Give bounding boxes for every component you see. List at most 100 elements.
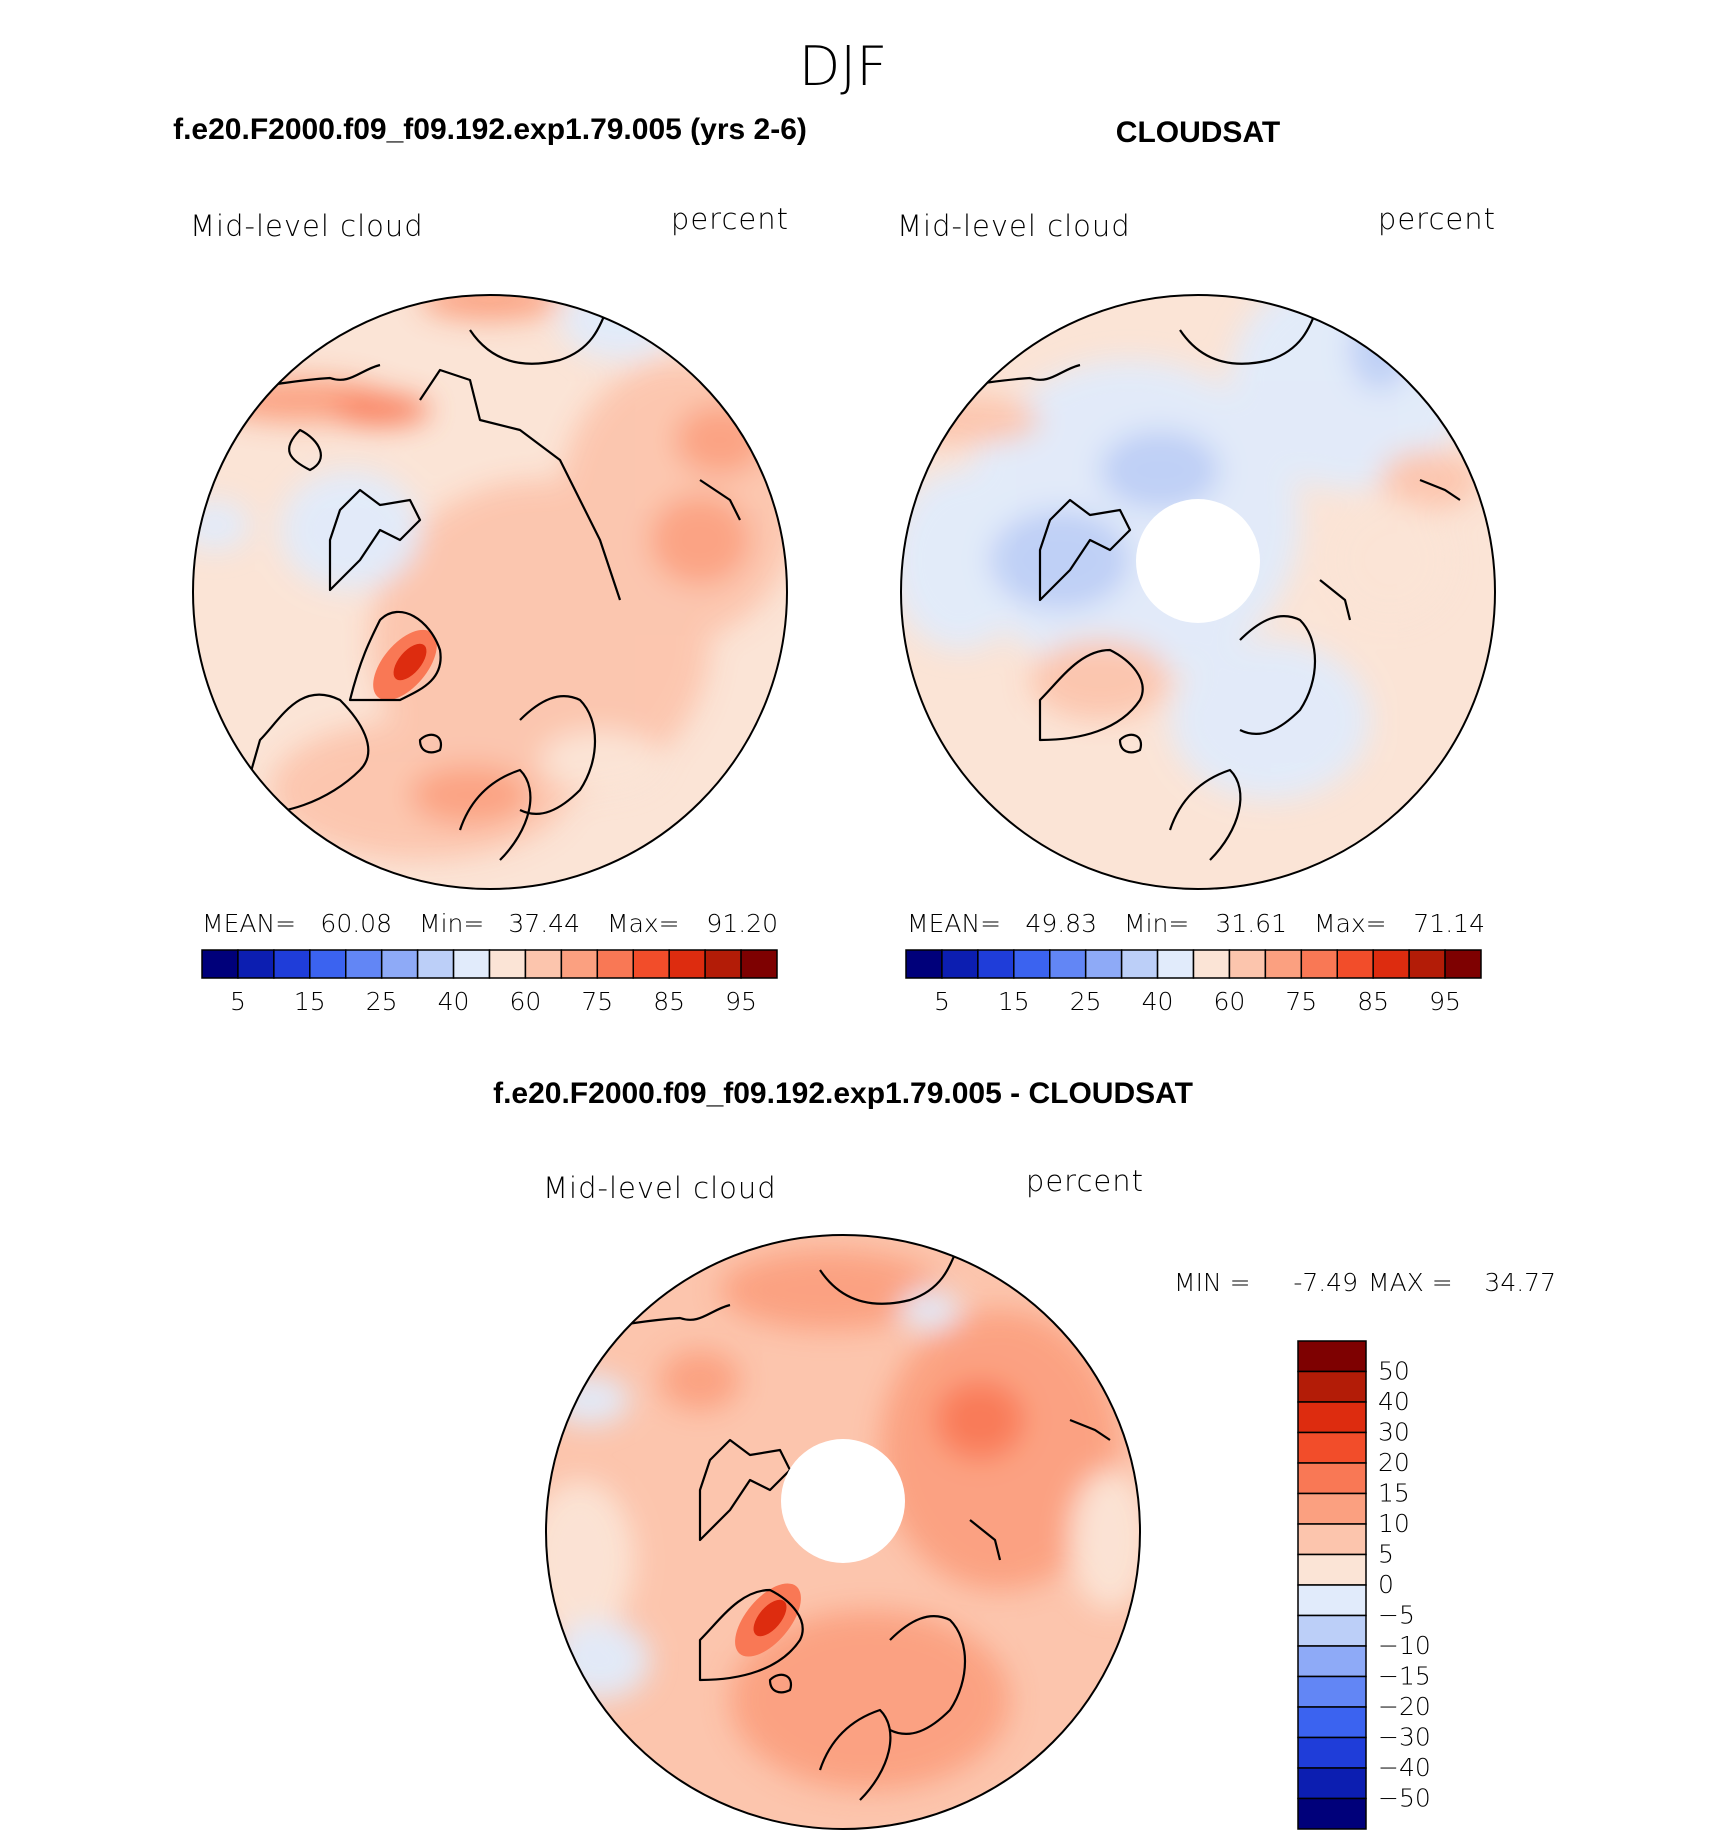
panel-c-max-label: MAX = xyxy=(1368,1268,1453,1297)
panel-b-colorbar-box xyxy=(905,949,943,979)
panel-a-colorbar-box xyxy=(237,949,275,979)
panel-c-left-label: Mid-level cloud xyxy=(543,1171,777,1205)
panel-b-coastline xyxy=(1419,478,1461,501)
panel-b-colorbar-box xyxy=(1049,949,1087,979)
panel-b-left-label: Mid-level cloud xyxy=(897,209,1131,243)
panel-b-contour-region xyxy=(1170,640,1370,800)
panel-b-max-value: 71.14 xyxy=(1413,909,1485,938)
panel-c-coastline xyxy=(1069,1418,1111,1441)
panel-c-map xyxy=(545,1234,1141,1830)
panel-b-contour-region xyxy=(901,470,1030,650)
panel-c-colorbar-tick-label: −15 xyxy=(1378,1662,1431,1691)
panel-b-colorbar-tick-label: 60 xyxy=(1214,987,1246,1016)
panel-b-colorbar-box xyxy=(1408,949,1446,979)
panel-b-coastline xyxy=(1168,768,1242,861)
panel-a-coastline xyxy=(469,299,612,365)
panel-b-contour-region xyxy=(1350,310,1410,390)
panel-c-min-label: MIN = xyxy=(1174,1268,1251,1297)
panel-c-colorbar-box xyxy=(1297,1492,1367,1525)
panel-c-coastline xyxy=(698,1438,792,1542)
panel-a-colorbar-box xyxy=(345,949,383,979)
panel-c-colorbar-box xyxy=(1297,1614,1367,1647)
panel-b-colorbar-box xyxy=(1156,949,1195,979)
panel-c-contour-region xyxy=(550,1375,630,1425)
panel-b-colorbar-box xyxy=(1300,949,1338,979)
panel-b-colorbar-tick-label: 75 xyxy=(1285,987,1317,1016)
panel-b-map-border xyxy=(900,294,1496,890)
panel-a-contour-region xyxy=(370,480,710,800)
panel-c-contour-region xyxy=(550,1620,650,1700)
panel-c-contour-region xyxy=(1070,1470,1140,1610)
panel-a-min-value: 37.44 xyxy=(508,909,580,938)
panel-c-colorbar-box xyxy=(1297,1797,1367,1830)
panel-a-max-label: Max= xyxy=(607,909,680,938)
panel-a-colorbar-box xyxy=(668,949,706,979)
panel-c-colorbar-box xyxy=(1297,1767,1367,1800)
panel-c-colorbar-box xyxy=(1297,1401,1367,1434)
panel-a-colorbar-tick-label: 40 xyxy=(438,987,470,1016)
panel-a-map xyxy=(192,294,788,890)
panel-b-coastline xyxy=(1239,615,1316,735)
panel-c-colorbar-tick-label: −10 xyxy=(1378,1631,1431,1660)
panel-c-contour-region xyxy=(660,1350,740,1410)
panel-c-colorbar-tick-label: 20 xyxy=(1378,1448,1410,1477)
panel-b-colorbar-tick-label: 40 xyxy=(1142,987,1174,1016)
panel-a-mean-label: MEAN= xyxy=(202,909,296,938)
panel-c-colorbar-tick-label: −50 xyxy=(1378,1784,1431,1813)
panel-a-colorbar-tick-label: 75 xyxy=(581,987,613,1016)
panel-a-colorbar-box xyxy=(632,949,670,979)
panel-b-min-value: 31.61 xyxy=(1215,909,1287,938)
panel-a-contour-region xyxy=(675,405,765,475)
panel-a-coastline xyxy=(519,695,596,815)
panel-b-colorbar-box xyxy=(1120,949,1159,979)
panel-a-colorbar-box xyxy=(273,949,311,979)
panel-c-right-label: percent xyxy=(1026,1164,1144,1198)
panel-b-coastline xyxy=(1179,299,1322,365)
panel-c-coastline xyxy=(819,1239,962,1305)
panel-c-colorbar-box xyxy=(1297,1645,1367,1678)
panel-b-colorbar-box xyxy=(1336,949,1374,979)
panel-c-contour-region xyxy=(753,1599,787,1637)
panel-a-colorbar-box xyxy=(452,949,491,979)
panel-b-colorbar-box xyxy=(1192,949,1231,979)
panel-b-colorbar-tick-label: 85 xyxy=(1357,987,1389,1016)
panel-a-contour-region xyxy=(540,730,660,790)
panel-c-coastline xyxy=(889,1615,966,1735)
panel-c-colorbar-box xyxy=(1297,1370,1367,1403)
panel-a-colorbar-box xyxy=(416,949,455,979)
panel-c-contour-region xyxy=(935,1380,1025,1460)
panel-c-coastline xyxy=(698,1588,804,1682)
panel-b-colorbar-box xyxy=(1228,949,1267,979)
panel-b-contour-region xyxy=(1330,500,1450,620)
panel-a-contour-region xyxy=(193,500,250,550)
panel-a-colorbar-tick-label: 15 xyxy=(294,987,326,1016)
panel-b-mean-label: MEAN= xyxy=(907,909,1001,938)
panel-a-coastline xyxy=(458,768,532,861)
panel-b-coastline xyxy=(1319,579,1352,621)
panel-a-coastlines xyxy=(238,299,741,861)
panel-c-colorbar-tick-label: −40 xyxy=(1378,1753,1431,1782)
panel-a-contour-region xyxy=(280,470,420,590)
panel-b-coastline xyxy=(1038,498,1132,602)
panel-a-colorbar-tick-label: 5 xyxy=(230,987,246,1016)
panel-a-contour-region xyxy=(650,495,750,585)
panel-c-colorbar-box xyxy=(1297,1431,1367,1464)
panel-c-colorbar-tick-label: 0 xyxy=(1378,1570,1394,1599)
panel-c-stats: MIN = -7.49 MAX = 34.77 xyxy=(1174,1268,1556,1297)
panel-c-coastline xyxy=(969,1519,1002,1561)
panel-b-title: CLOUDSAT xyxy=(1116,116,1280,149)
panel-c-contour-region xyxy=(900,1290,960,1330)
panel-c-colorbar-tick-label: 50 xyxy=(1378,1357,1410,1386)
panel-a-right-label: percent xyxy=(671,202,789,236)
panel-b-colorbar-tick-label: 25 xyxy=(1070,987,1102,1016)
panel-a-colorbar-tick-label: 60 xyxy=(510,987,542,1016)
panel-a-contour-region xyxy=(330,395,430,425)
panel-b-coastline xyxy=(1038,648,1144,742)
panel-b-contour-region xyxy=(1030,640,1170,720)
panel-c-map-border xyxy=(545,1234,1141,1830)
panel-b-colorbar-box xyxy=(1013,949,1051,979)
panel-a-map-border xyxy=(192,294,788,890)
panel-c-max-value: 34.77 xyxy=(1484,1268,1556,1297)
